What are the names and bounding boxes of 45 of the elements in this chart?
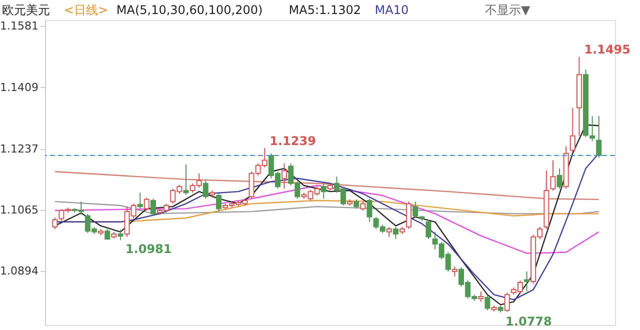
candlestick <box>550 160 556 192</box>
candlestick <box>556 168 562 190</box>
candlestick <box>406 201 412 230</box>
annotation: 1.0778 <box>506 314 552 329</box>
candlestick <box>144 197 150 211</box>
candlestick <box>412 201 418 218</box>
candlestick <box>386 226 392 238</box>
candlestick <box>426 219 432 240</box>
candlestick <box>52 217 58 230</box>
candlestick <box>320 182 326 200</box>
candlestick <box>137 192 143 210</box>
y-tick-label: 1.1065 <box>0 204 38 217</box>
annotation: 1.1495 <box>584 42 631 57</box>
y-tick-label: 1.0894 <box>0 264 38 278</box>
candlestick <box>590 115 596 142</box>
candlestick <box>282 162 288 190</box>
candlestick <box>596 115 602 158</box>
line-series <box>54 184 600 254</box>
line-series <box>54 200 600 214</box>
candlestick <box>484 294 490 311</box>
candlestick <box>570 107 576 153</box>
annotation: 1.0981 <box>125 242 172 256</box>
candlestick <box>183 164 189 196</box>
y-tick-label: 1.1237 <box>0 142 38 156</box>
chart-subtitle: <日线> <box>64 3 108 17</box>
candlestick <box>478 290 484 302</box>
candlestick <box>366 198 372 222</box>
candlestick <box>118 229 124 241</box>
candlestick <box>216 193 222 212</box>
y-tick-label: 1.1581 <box>0 20 38 33</box>
text: MA5:1.1302 <box>288 3 362 17</box>
candlestick <box>504 292 510 312</box>
candlestick <box>524 270 530 292</box>
text: MA(5,10,30,60,100,200) <box>116 3 263 17</box>
annotation: 1.1239 <box>270 134 316 148</box>
text: MA10 <box>374 3 409 17</box>
candlestick <box>202 180 208 200</box>
candlestick <box>354 198 360 210</box>
candlestick <box>452 266 458 277</box>
candlestick <box>150 198 156 216</box>
candlestick <box>392 226 398 240</box>
line-series <box>54 171 600 200</box>
y-tick-label: 1.1409 <box>0 80 38 94</box>
text: 不显示▼ <box>485 3 531 17</box>
chart-title: 欧元美元 <box>2 3 50 17</box>
